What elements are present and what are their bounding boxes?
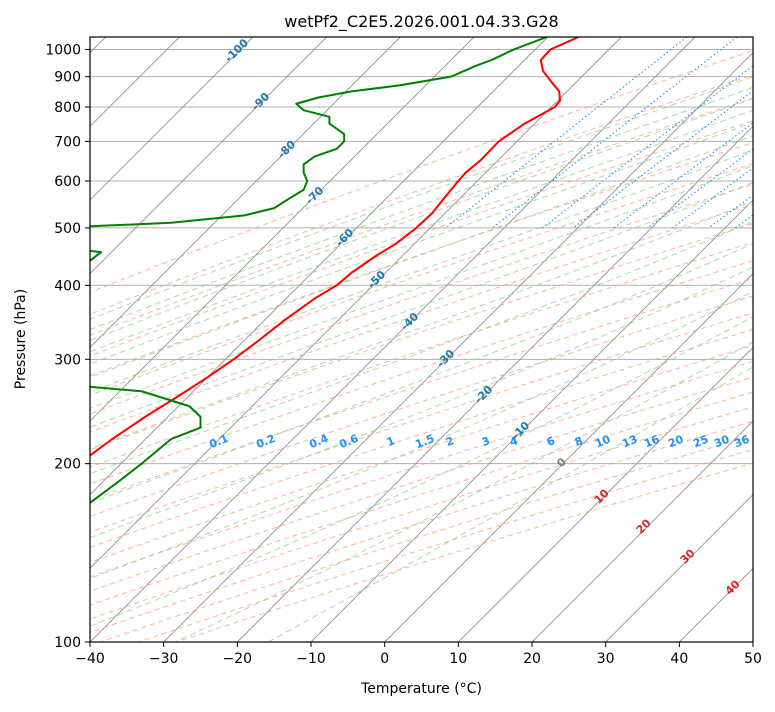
chart-title: wetPf2_C2E5.2026.001.04.33.G28: [284, 12, 558, 32]
dry-adiabat-line: [90, 203, 753, 433]
mixing-ratio-label: 13: [620, 433, 639, 451]
mixing-ratio-line: [492, 37, 738, 229]
x-tick-label: 0: [380, 651, 389, 667]
mixing-ratio-label: 3: [480, 434, 492, 449]
isotherm-line: [163, 52, 753, 642]
isotherm-line: [90, 37, 548, 496]
mixing-ratio-label: 20: [666, 433, 685, 451]
x-tick-label: 40: [670, 651, 688, 667]
y-tick-label: 600: [54, 174, 81, 190]
dry-adiabat-line: [90, 50, 753, 293]
mixing-ratio-label: 10: [593, 433, 612, 451]
mixing-ratio-line: [572, 90, 753, 229]
mixing-ratio-label: 1: [385, 434, 397, 449]
plot-frame: [89, 36, 754, 643]
mixing-ratio-label: 30: [712, 433, 731, 451]
dry-adiabat-line: [90, 142, 753, 377]
moist-adiabat-line: [90, 242, 753, 504]
y-axis-label: Pressure (hPa): [13, 289, 29, 389]
temperature-profile: [90, 37, 579, 457]
isotherm-line: [90, 37, 327, 275]
isotherm-line: [605, 494, 753, 642]
isotherm-line: [90, 37, 475, 422]
moist-adiabat-line: [90, 109, 753, 353]
moist-adiabat-line: [90, 98, 753, 341]
y-tick-label: 500: [54, 221, 81, 237]
isotherm-line: [458, 346, 753, 642]
moist-adiabat-line: [267, 366, 753, 642]
dry-adiabat-line: [90, 391, 753, 606]
y-axis-ticks: 100 200 300 400 500 600 700 800 900 1000: [45, 43, 90, 651]
isotherm-line: [90, 37, 622, 569]
x-tick-label: −20: [223, 651, 253, 667]
y-tick-label: 1000: [45, 43, 81, 59]
isotherm-line: [90, 37, 401, 348]
mixing-ratio-label: 36: [732, 433, 751, 451]
x-tick-label: 10: [449, 651, 467, 667]
moist-adiabat-lines: [90, 76, 753, 642]
isotherm-line: [90, 37, 254, 201]
pressure-gridlines: [90, 49, 753, 642]
y-tick-label: 300: [54, 352, 81, 368]
mixing-ratio-lines: [445, 37, 753, 229]
moist-adiabat-line: [90, 181, 753, 428]
isotherm-line: [237, 125, 753, 642]
mixing-ratio-label: 25: [691, 433, 710, 451]
dry-adiabat-line: [90, 163, 753, 396]
x-tick-label: −40: [75, 651, 105, 667]
mixing-ratio-label: 16: [642, 433, 661, 451]
sounding-profiles: [90, 37, 579, 504]
isotherm-lines: [90, 37, 753, 642]
mixing-ratio-label: 2: [444, 434, 456, 449]
y-tick-label: 100: [54, 635, 81, 651]
dry-adiabat-lines: [90, 50, 753, 642]
x-tick-label: 20: [523, 651, 541, 667]
dry-adiabat-line: [90, 74, 753, 315]
dry-adiabat-line: [90, 260, 753, 485]
mixing-ratio-label: 8: [573, 434, 585, 449]
x-tick-label: −30: [149, 651, 179, 667]
x-axis-ticks: −40 −30 −20 −10 0 10 20 30 40 50: [75, 642, 762, 667]
mixing-ratio-line: [672, 167, 753, 229]
x-tick-label: 50: [744, 651, 762, 667]
isotherm-line: [90, 37, 696, 642]
y-tick-label: 200: [54, 457, 81, 473]
moist-adiabat-line: [90, 164, 753, 410]
y-tick-label: 900: [54, 70, 81, 86]
moist-adiabat-line: [90, 266, 753, 539]
dry-adiabat-line: [90, 241, 753, 468]
x-tick-label: −10: [296, 651, 326, 667]
dewpoint-profile: [90, 37, 548, 504]
y-tick-label: 400: [54, 278, 81, 294]
dry-adiabat-line: [90, 295, 753, 518]
x-axis-label: Temperature (°C): [360, 681, 482, 697]
dry-adiabat-line: [90, 345, 753, 563]
moist-adiabat-line: [90, 76, 753, 320]
moist-adiabat-line: [90, 86, 753, 331]
moist-adiabat-line: [90, 291, 753, 579]
x-tick-label: 30: [597, 651, 615, 667]
moist-adiabat-line: [90, 200, 753, 450]
y-tick-label: 700: [54, 134, 81, 150]
mixing-ratio-line: [542, 65, 753, 229]
y-tick-label: 800: [54, 100, 81, 116]
isotherm-line: [384, 273, 753, 642]
isotherm-line: [531, 420, 753, 642]
